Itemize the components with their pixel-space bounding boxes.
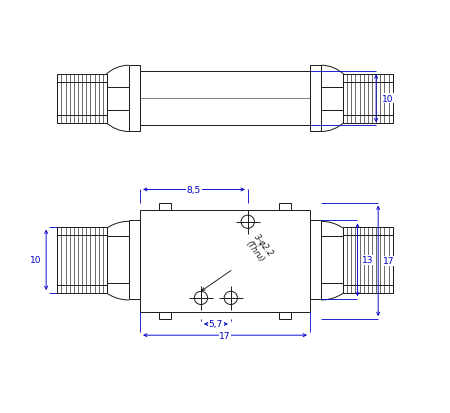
Text: 10: 10 [382, 95, 393, 104]
Bar [159, 312, 171, 319]
Text: 5,7: 5,7 [209, 320, 223, 329]
Bar [279, 203, 291, 211]
Bar [129, 221, 140, 299]
Bar [343, 235, 393, 285]
Bar [310, 221, 321, 299]
Bar [343, 74, 393, 124]
Text: 8,5: 8,5 [187, 185, 201, 195]
Bar [140, 211, 310, 312]
Bar [57, 227, 107, 293]
Text: 17: 17 [383, 257, 394, 266]
Text: 17: 17 [219, 331, 231, 340]
Bar [159, 203, 171, 211]
Bar [343, 83, 393, 116]
Bar [321, 88, 343, 110]
Bar [343, 227, 393, 293]
Bar [107, 237, 129, 284]
Bar [279, 312, 291, 319]
Text: 13: 13 [362, 256, 373, 265]
Bar [107, 88, 129, 110]
Bar [57, 83, 107, 116]
Bar [140, 72, 310, 126]
Bar [57, 235, 107, 285]
Bar [321, 237, 343, 284]
Bar [129, 66, 140, 132]
Text: 10: 10 [30, 256, 41, 265]
Text: 3-φ2.2
(Thru): 3-φ2.2 (Thru) [243, 232, 275, 264]
Bar [57, 74, 107, 124]
Bar [310, 66, 321, 132]
